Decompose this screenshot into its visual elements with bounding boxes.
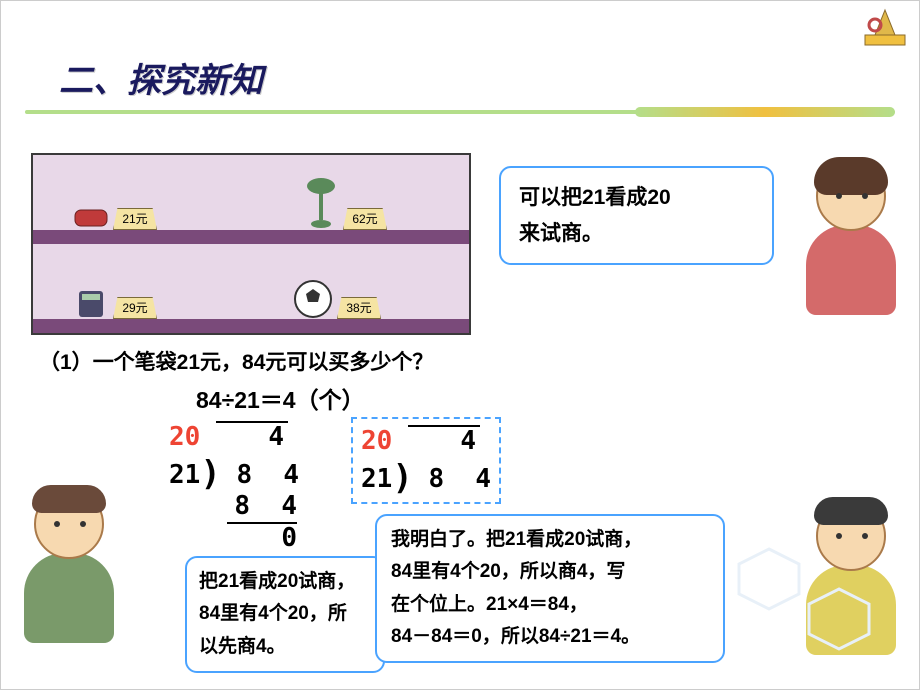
price-tag-29: 29元 xyxy=(113,297,157,319)
estimate-2: 20 xyxy=(361,426,392,456)
bubble1-line1: 可以把21看成20 xyxy=(519,180,754,216)
item-pencil-case: 21元 xyxy=(73,200,157,230)
bubble1-line2: 来试商。 xyxy=(519,216,754,252)
section-title: 二、探究新知 xyxy=(59,53,263,102)
bubble3-line1: 我明白了。把21看成20试商， xyxy=(391,524,709,556)
character-girl xyxy=(791,161,911,331)
shelf-row-2: 29元 38元 xyxy=(33,244,469,333)
price-tag-21: 21元 xyxy=(113,208,157,230)
item-calculator: 29元 xyxy=(73,289,157,319)
watermark-icon xyxy=(729,539,909,679)
quotient-1: 4 xyxy=(216,421,288,453)
step1-1: 8 4 xyxy=(227,492,297,524)
shelf-illustration: 21元 62元 29元 38元 xyxy=(31,153,471,335)
long-division-1: 20 4 21) 8 4 8 4 0 xyxy=(169,421,299,554)
bubble3-line3: 在个位上。21×4＝84， xyxy=(391,589,709,621)
estimate-1: 20 xyxy=(169,422,200,452)
dividend-2: 8 4 xyxy=(428,464,491,494)
shelf-row-1: 21元 62元 xyxy=(33,155,469,244)
speech-bubble-1: 可以把21看成20 来试商。 xyxy=(499,166,774,265)
question-text: 一个笔袋21元，84元可以买多少个？ xyxy=(93,351,434,374)
remainder-1: 0 xyxy=(227,524,297,554)
question-1: （1）一个笔袋21元，84元可以买多少个？ xyxy=(39,346,433,376)
bubble3-line4: 84－84＝0，所以84÷21＝4。 xyxy=(391,621,709,653)
speech-bubble-3: 我明白了。把21看成20试商， 84里有4个20，所以商4，写 在个位上。21×… xyxy=(375,514,725,663)
bubble2-line2: 84里有4个20，所 xyxy=(199,598,371,630)
dividend-1: 8 4 xyxy=(236,460,299,490)
speech-bubble-2: 把21看成20试商， 84里有4个20，所 以先商4。 xyxy=(185,556,385,673)
bubble3-line2: 84里有4个20，所以商4，写 xyxy=(391,556,709,588)
price-tag-62: 62元 xyxy=(343,208,387,230)
quotient-2: 4 xyxy=(408,425,480,457)
title-divider xyxy=(25,110,895,114)
character-boy xyxy=(9,489,129,659)
bubble2-line3: 以先商4。 xyxy=(199,631,371,663)
divisor-1: 21 xyxy=(169,460,200,490)
question-prefix: （1） xyxy=(39,351,93,374)
item-soccer-ball: 38元 xyxy=(293,279,381,319)
long-division-2: 20 4 21) 8 4 xyxy=(351,417,501,504)
equation-answer: 84÷21＝4（个） xyxy=(196,381,365,415)
bubble2-line1: 把21看成20试商， xyxy=(199,566,371,598)
item-lamp: 62元 xyxy=(303,174,387,230)
price-tag-38: 38元 xyxy=(337,297,381,319)
tools-icon xyxy=(855,5,915,65)
divisor-2: 21 xyxy=(361,464,392,494)
